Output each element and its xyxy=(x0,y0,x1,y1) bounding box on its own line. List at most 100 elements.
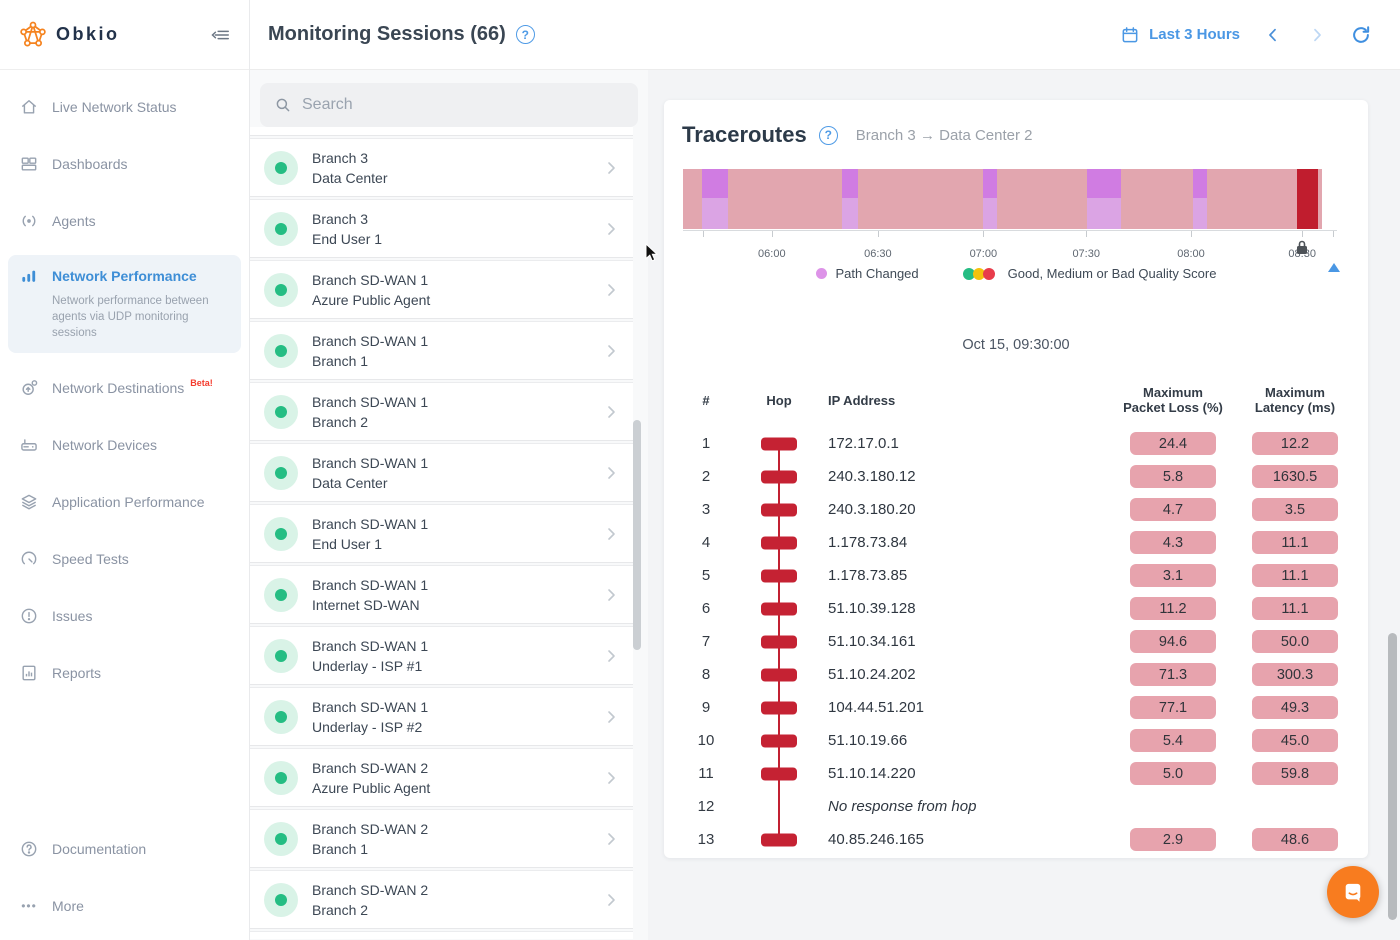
sidebar-item-reports[interactable]: Reports xyxy=(0,644,249,701)
latency-badge: 59.8 xyxy=(1252,762,1338,785)
session-item[interactable]: Branch 3 End User 1 xyxy=(250,199,633,258)
sidebar-item-network-performance[interactable]: Network Performance Network performance … xyxy=(8,255,241,354)
hop-ip: 51.10.39.128 xyxy=(828,600,916,617)
page-title: Monitoring Sessions (66) xyxy=(268,23,506,45)
next-period-button[interactable] xyxy=(1306,24,1328,46)
session-item[interactable]: Branch 3 Data Center xyxy=(250,138,633,197)
packet-loss-badge: 11.2 xyxy=(1130,597,1216,620)
session-item[interactable]: Branch SD-WAN 1 Branch 2 xyxy=(250,382,633,441)
session-item[interactable]: Branch SD-WAN 1 Underlay - ISP #2 xyxy=(250,687,633,746)
hop-marker xyxy=(761,833,797,846)
refresh-button[interactable] xyxy=(1350,24,1372,46)
agents-icon xyxy=(18,210,40,232)
session-source: Branch SD-WAN 1 xyxy=(312,332,429,349)
session-item[interactable]: Branch SD-WAN 2 Branch 2 xyxy=(250,870,633,929)
chat-widget-button[interactable] xyxy=(1327,866,1379,918)
home-icon xyxy=(18,96,40,118)
time-range-selector[interactable]: Last 3 Hours xyxy=(1120,25,1240,45)
search-input[interactable] xyxy=(302,96,624,114)
obkio-logo-icon xyxy=(18,20,48,50)
previous-period-button[interactable] xyxy=(1262,24,1284,46)
search-icon xyxy=(274,96,292,114)
status-dot-icon xyxy=(264,455,298,490)
timeline-legend: Path Changed Good, Medium or Bad Quality… xyxy=(664,266,1368,281)
sidebar-item-network-destinations[interactable]: Network Destinations Beta! xyxy=(0,359,249,416)
session-target: Data Center xyxy=(312,169,388,186)
hop-ip: 51.10.14.220 xyxy=(828,765,916,782)
sidebar-item-application-performance[interactable]: Application Performance xyxy=(0,473,249,530)
hop-row: 2 240.3.180.12 5.8 1630.5 xyxy=(682,460,1350,493)
session-item[interactable]: Branch SD-WAN 1 Branch 1 xyxy=(250,321,633,380)
hop-marker xyxy=(761,734,797,747)
session-item[interactable]: Branch SD-WAN 1 Internet SD-WAN xyxy=(250,565,633,624)
col-loss: Maximum Packet Loss (%) xyxy=(1123,385,1223,415)
sidebar-footer: Documentation More xyxy=(0,820,249,934)
chevron-right-icon xyxy=(603,770,619,786)
legend-label: Good, Medium or Bad Quality Score xyxy=(1007,266,1217,281)
lock-icon xyxy=(1295,239,1309,255)
hop-row: 5 1.178.73.85 3.1 11.1 xyxy=(682,559,1350,592)
session-item[interactable]: Branch SD-WAN 1 Underlay - ISP #1 xyxy=(250,626,633,685)
hop-ip: 1.178.73.85 xyxy=(828,567,908,584)
sidebar-nav: Live Network Status Dashboards Agents Ne… xyxy=(0,70,249,701)
hop-marker xyxy=(761,602,797,615)
session-item[interactable]: Branch SD-WAN 2 Azure Public Agent xyxy=(250,748,633,807)
sidebar-item-documentation[interactable]: Documentation xyxy=(0,820,249,877)
packet-loss-badge: 94.6 xyxy=(1130,630,1216,653)
sidebar-item-label: Agents xyxy=(52,212,96,229)
help-icon[interactable] xyxy=(515,25,535,44)
session-source: Branch SD-WAN 1 xyxy=(312,271,429,288)
session-source: Branch SD-WAN 1 xyxy=(312,637,429,654)
session-target: End User 1 xyxy=(312,230,383,247)
chevron-right-icon xyxy=(603,831,619,847)
logo-row: Obkio xyxy=(0,0,249,70)
more-dots-icon xyxy=(18,895,40,917)
session-item[interactable]: Branch SD-WAN 1 End User 1 xyxy=(250,504,633,563)
session-target: Underlay - ISP #2 xyxy=(312,718,423,735)
page-scrollbar-thumb[interactable] xyxy=(1388,633,1397,920)
timeline-bad-quality-segment xyxy=(1297,169,1319,229)
chevron-right-icon xyxy=(603,404,619,420)
gauge-icon xyxy=(18,548,40,570)
packet-loss-badge: 5.0 xyxy=(1130,762,1216,785)
timeline-bar[interactable] xyxy=(683,169,1322,229)
content-area: Traceroutes Branch 3 → Data Center 2 06:… xyxy=(648,70,1400,940)
sidebar-item-more[interactable]: More xyxy=(0,877,249,934)
hop-marker xyxy=(761,470,797,483)
hop-marker xyxy=(761,536,797,549)
axis-tick-label: 07:30 xyxy=(1072,248,1100,260)
sidebar-item-live-network-status[interactable]: Live Network Status xyxy=(0,78,249,135)
help-icon[interactable] xyxy=(818,125,838,145)
sidebar-item-issues[interactable]: Issues xyxy=(0,587,249,644)
hop-row: 8 51.10.24.202 71.3 300.3 xyxy=(682,658,1350,691)
timeline-position-marker[interactable] xyxy=(1328,263,1340,272)
sidebar-item-label: Application Performance xyxy=(52,493,205,510)
hop-ip: 51.10.34.161 xyxy=(828,633,916,650)
latency-badge: 1630.5 xyxy=(1252,465,1338,488)
sidebar-item-agents[interactable]: Agents xyxy=(0,192,249,249)
collapse-sidebar-icon[interactable] xyxy=(209,24,231,46)
time-range-label: Last 3 Hours xyxy=(1149,26,1240,43)
hop-table-header: # Hop IP Address Maximum Packet Loss (%) … xyxy=(682,385,1350,415)
sidebar-item-network-devices[interactable]: Network Devices xyxy=(0,416,249,473)
hop-ip: 240.3.180.20 xyxy=(828,501,916,518)
session-item[interactable]: Branch SD-WAN 1 Azure Public Agent xyxy=(250,260,633,319)
status-dot-icon xyxy=(264,150,298,185)
chevron-right-icon xyxy=(603,343,619,359)
sidebar-item-speed-tests[interactable]: Speed Tests xyxy=(0,530,249,587)
sidebar-item-dashboards[interactable]: Dashboards xyxy=(0,135,249,192)
list-scrollbar-thumb[interactable] xyxy=(633,420,641,650)
partial-session-card xyxy=(250,127,633,136)
hop-ip: 40.85.246.165 xyxy=(828,831,924,848)
packet-loss-badge: 71.3 xyxy=(1130,663,1216,686)
session-item[interactable]: Branch SD-WAN 1 Data Center xyxy=(250,443,633,502)
sidebar-item-label: Documentation xyxy=(52,840,147,857)
chevron-right-icon xyxy=(603,160,619,176)
timeline-path-changed-segment xyxy=(1192,169,1207,229)
search-box[interactable] xyxy=(260,83,638,127)
session-item[interactable]: Branch SD-WAN 2 Branch 1 xyxy=(250,809,633,868)
dashboards-icon xyxy=(18,153,40,175)
hop-marker xyxy=(761,437,797,450)
latency-badge: 3.5 xyxy=(1252,498,1338,521)
